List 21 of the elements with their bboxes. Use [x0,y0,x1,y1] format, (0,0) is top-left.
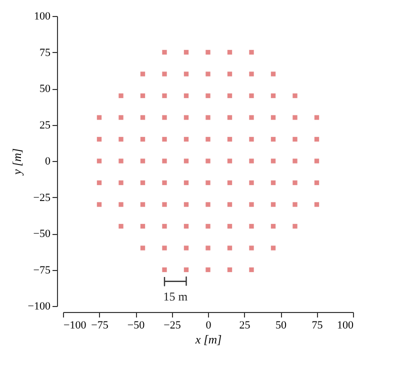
x-tick-label: 0 [206,320,212,332]
x-tick-label: −100 [64,320,87,332]
x-tick-label: −25 [164,320,182,332]
y-tick-label: 100 [34,10,51,22]
y-tick-label: −50 [33,228,51,240]
x-tick-label: −75 [91,320,109,332]
x-tick-label: 50 [276,320,287,332]
annotation: 15 m [163,290,188,304]
y-tick-label: 75 [40,46,51,59]
x-axis-title: x [m] [194,332,222,346]
y-tick-label: −100 [28,300,51,312]
y-tick-label: −75 [33,264,51,276]
x-tick-label: 25 [239,320,251,332]
y-tick-label: 50 [40,83,51,95]
x-tick-label: −50 [127,320,146,332]
y-axis-title: y [m] [10,148,24,176]
y-tick-label: 0 [45,156,51,168]
x-tick-label: 75 [312,320,324,332]
y-tick-label: −25 [33,192,51,204]
y-tick-label: 25 [40,119,51,132]
x-tick-label: 100 [337,320,354,332]
